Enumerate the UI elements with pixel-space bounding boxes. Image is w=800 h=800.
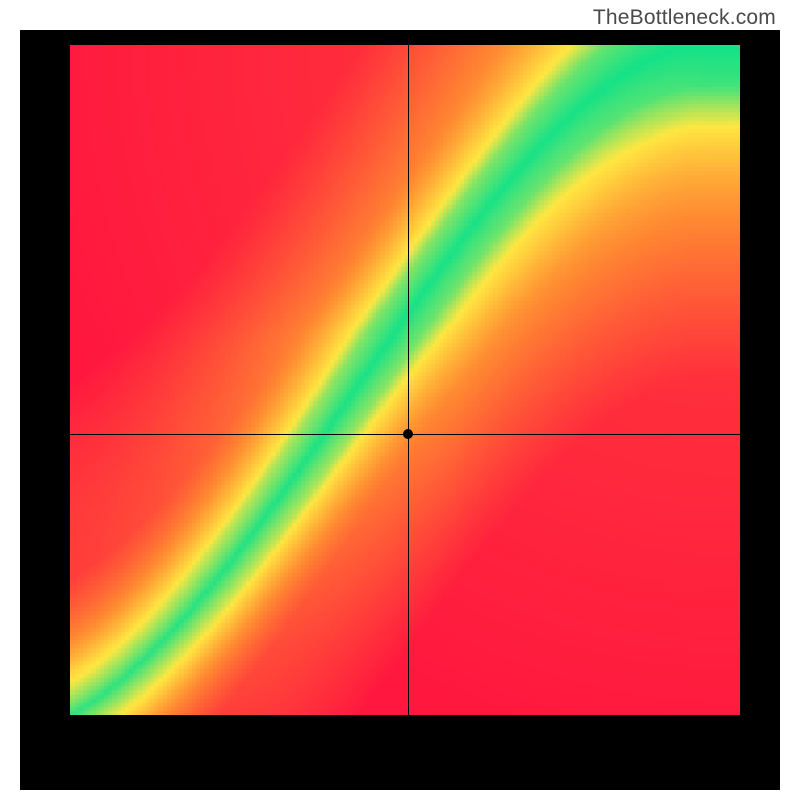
watermark-text: TheBottleneck.com — [593, 6, 776, 30]
heatmap-plot — [70, 45, 740, 715]
crosshair-vertical — [408, 45, 409, 715]
image-container: TheBottleneck.com — [0, 0, 800, 800]
outer-black-frame — [20, 30, 780, 790]
crosshair-marker — [403, 429, 413, 439]
heatmap-canvas — [70, 45, 740, 715]
